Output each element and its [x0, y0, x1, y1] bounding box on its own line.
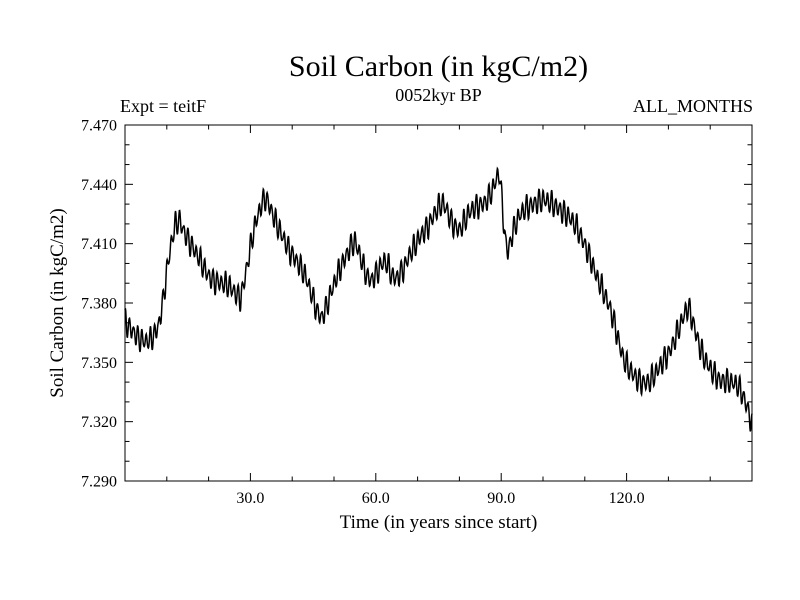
- plot-frame: [124, 124, 753, 482]
- chart-title: Soil Carbon (in kgC/m2): [288, 50, 589, 83]
- x-tick-label: 90.0: [487, 490, 515, 507]
- y-tick-label: 7.470: [81, 118, 117, 135]
- y-tick-label: 7.290: [81, 474, 117, 491]
- y-axis-tick-labels: 7.290 7.320 7.350 7.380 7.410 7.440 7.470: [81, 118, 117, 491]
- y-tick-label: 7.380: [81, 296, 117, 313]
- y-tick-label: 7.440: [81, 177, 117, 194]
- data-line: [124, 166, 753, 432]
- chart-subtitle: 0052kyr BP: [395, 85, 482, 105]
- x-axis-tick-labels: 30.0 60.0 90.0 120.0: [236, 490, 644, 507]
- y-axis-ticks: [125, 124, 752, 482]
- y-tick-label: 7.410: [81, 236, 117, 253]
- x-tick-label: 120.0: [609, 490, 645, 507]
- months-label: ALL_MONTHS: [633, 96, 753, 116]
- x-tick-label: 60.0: [362, 490, 390, 507]
- y-tick-label: 7.350: [81, 355, 117, 372]
- experiment-label: Expt = teitF: [120, 96, 207, 116]
- x-tick-label: 30.0: [236, 490, 264, 507]
- x-axis-title: Time (in years since start): [339, 512, 538, 533]
- y-tick-label: 7.320: [81, 414, 117, 431]
- x-axis-ticks: [166, 125, 711, 481]
